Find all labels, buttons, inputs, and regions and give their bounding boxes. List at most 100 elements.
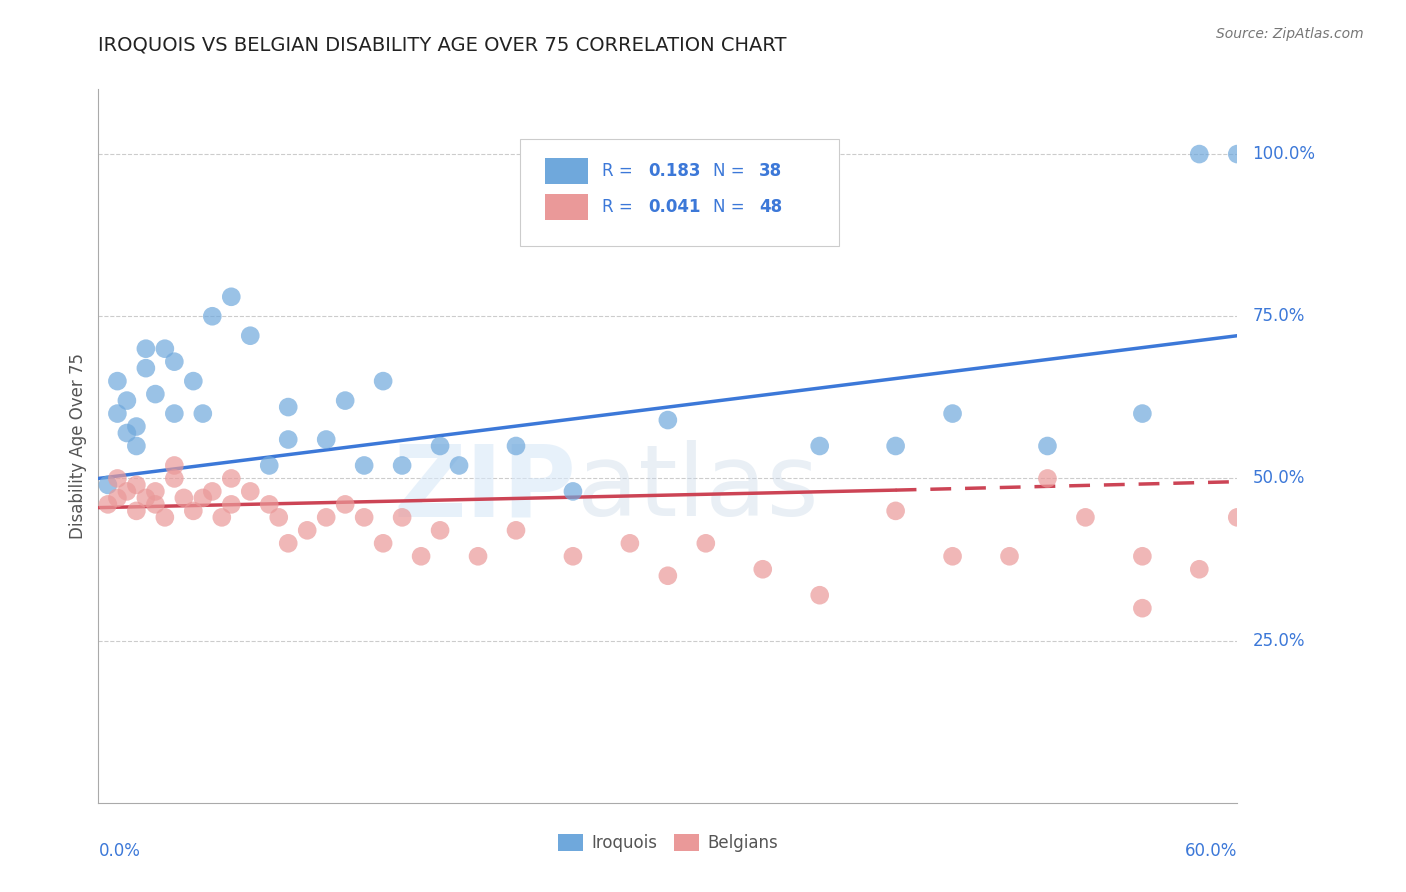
Text: 38: 38 xyxy=(759,162,782,180)
Point xyxy=(411,549,433,564)
Text: atlas: atlas xyxy=(576,441,818,537)
Point xyxy=(657,568,679,582)
Point xyxy=(884,439,907,453)
Point xyxy=(1132,601,1154,615)
Point xyxy=(145,484,167,499)
Point xyxy=(505,439,527,453)
Point xyxy=(1226,510,1249,524)
Point xyxy=(221,471,243,485)
Point xyxy=(562,549,585,564)
Point xyxy=(191,491,214,505)
Point xyxy=(505,524,527,538)
Point xyxy=(97,497,120,511)
Text: 75.0%: 75.0% xyxy=(1253,307,1305,326)
Point xyxy=(942,407,965,421)
Point xyxy=(191,407,214,421)
Text: 48: 48 xyxy=(759,198,782,216)
Point xyxy=(335,393,357,408)
Point xyxy=(1132,407,1154,421)
Point xyxy=(201,310,224,324)
Point xyxy=(391,510,413,524)
Text: 0.041: 0.041 xyxy=(648,198,702,216)
Point xyxy=(371,536,394,550)
Point xyxy=(135,361,157,376)
Point xyxy=(449,458,471,473)
FancyBboxPatch shape xyxy=(520,139,839,246)
Point xyxy=(315,510,337,524)
Point xyxy=(315,433,337,447)
Point xyxy=(221,290,243,304)
Point xyxy=(1226,147,1249,161)
Point xyxy=(562,484,585,499)
Point xyxy=(695,536,717,550)
Point xyxy=(1188,147,1211,161)
Point xyxy=(183,504,205,518)
Point xyxy=(173,491,195,505)
Point xyxy=(429,439,451,453)
Point xyxy=(163,458,186,473)
Point xyxy=(353,458,375,473)
Point xyxy=(277,536,299,550)
Text: 50.0%: 50.0% xyxy=(1253,469,1305,487)
Point xyxy=(808,588,831,602)
Point xyxy=(115,425,138,440)
Point xyxy=(467,549,489,564)
Point xyxy=(239,328,262,343)
Point xyxy=(277,400,299,414)
Point xyxy=(752,562,775,576)
Point xyxy=(163,471,186,485)
Point xyxy=(1132,549,1154,564)
Point xyxy=(107,374,129,388)
Text: R =: R = xyxy=(602,198,638,216)
FancyBboxPatch shape xyxy=(546,159,588,184)
Point xyxy=(145,497,167,511)
Point xyxy=(1036,471,1059,485)
Point xyxy=(998,549,1021,564)
Point xyxy=(115,393,138,408)
Point xyxy=(97,478,120,492)
Text: ZIP: ZIP xyxy=(394,441,576,537)
Point xyxy=(135,491,157,505)
Point xyxy=(153,342,176,356)
Point xyxy=(163,354,186,368)
Point xyxy=(942,549,965,564)
Point xyxy=(107,491,129,505)
Point xyxy=(884,504,907,518)
Text: 0.0%: 0.0% xyxy=(98,842,141,860)
Point xyxy=(335,497,357,511)
Text: IROQUOIS VS BELGIAN DISABILITY AGE OVER 75 CORRELATION CHART: IROQUOIS VS BELGIAN DISABILITY AGE OVER … xyxy=(98,36,787,54)
Point xyxy=(808,439,831,453)
Point xyxy=(297,524,319,538)
Point xyxy=(391,458,413,473)
Point xyxy=(429,524,451,538)
Point xyxy=(125,478,148,492)
Point xyxy=(125,504,148,518)
Point xyxy=(125,419,148,434)
Point xyxy=(259,458,281,473)
Point xyxy=(135,342,157,356)
Point xyxy=(125,439,148,453)
Text: R =: R = xyxy=(602,162,638,180)
Legend: Iroquois, Belgians: Iroquois, Belgians xyxy=(551,827,785,859)
Point xyxy=(1036,439,1059,453)
Text: 60.0%: 60.0% xyxy=(1185,842,1237,860)
Point xyxy=(371,374,394,388)
Point xyxy=(277,433,299,447)
Point xyxy=(183,374,205,388)
Point xyxy=(107,407,129,421)
Point xyxy=(115,484,138,499)
Point xyxy=(619,536,641,550)
Point xyxy=(211,510,233,524)
Text: N =: N = xyxy=(713,198,751,216)
Point xyxy=(239,484,262,499)
Y-axis label: Disability Age Over 75: Disability Age Over 75 xyxy=(69,353,87,539)
Text: Source: ZipAtlas.com: Source: ZipAtlas.com xyxy=(1216,27,1364,41)
Point xyxy=(1188,562,1211,576)
Point xyxy=(657,413,679,427)
Point xyxy=(201,484,224,499)
Point xyxy=(145,387,167,401)
Point xyxy=(107,471,129,485)
Point xyxy=(267,510,290,524)
Text: 100.0%: 100.0% xyxy=(1253,145,1316,163)
FancyBboxPatch shape xyxy=(546,194,588,219)
